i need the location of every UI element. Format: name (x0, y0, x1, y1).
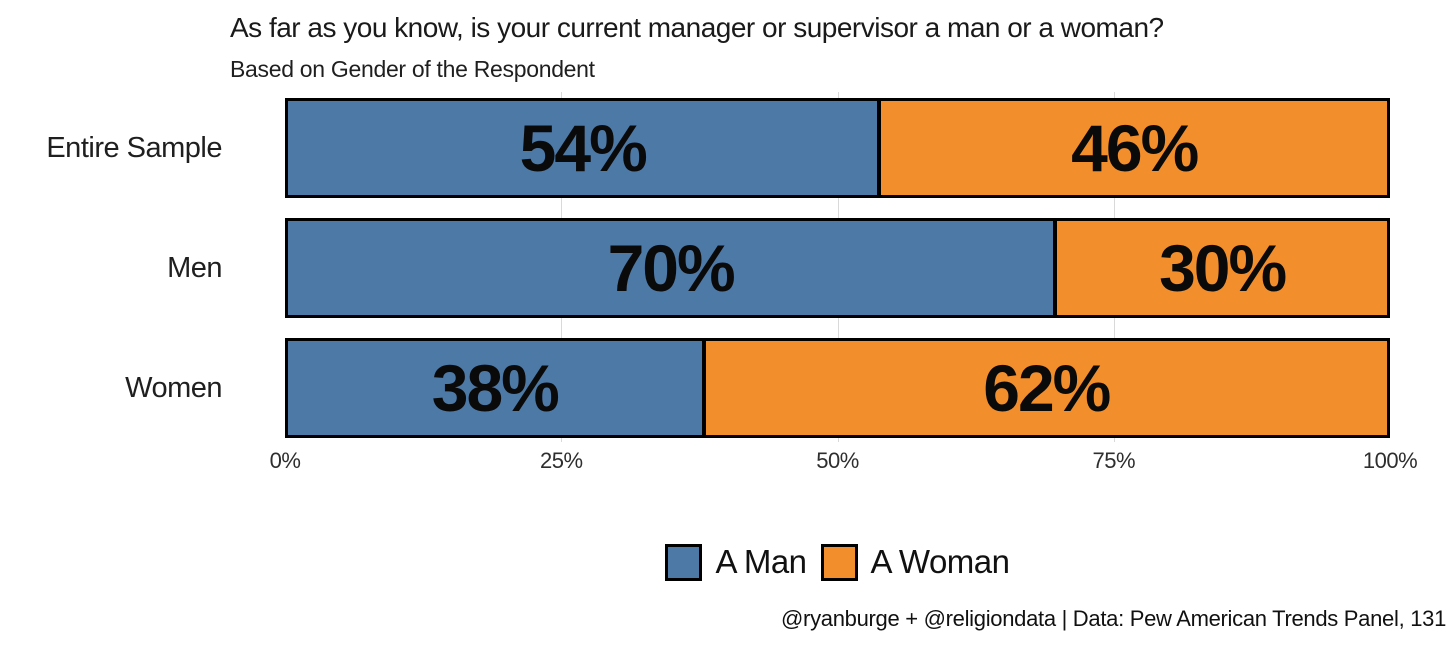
category-label-men: Men (167, 252, 222, 284)
plot-area: 54% 46% 70% 30% 38% 62% (285, 92, 1390, 442)
category-label-entire-sample: Entire Sample (46, 132, 222, 164)
attribution-caption: @ryanburge + @religiondata | Data: Pew A… (781, 606, 1446, 631)
legend-item-a-man: A Man (665, 543, 807, 581)
x-axis: 0% 25% 50% 75% 100% (270, 448, 1418, 478)
bar-women: 38% 62% (285, 338, 1390, 438)
legend-swatch-a-woman (820, 543, 858, 581)
legend-label-a-man: A Man (715, 543, 807, 580)
bar-segment-a-woman: 30% (1057, 221, 1387, 315)
bar-segment-a-man: 54% (288, 101, 882, 195)
x-tick-50: 50% (816, 448, 859, 473)
x-tick-25: 25% (539, 448, 583, 473)
value-label: 38% (431, 351, 560, 425)
value-label: 30% (1159, 231, 1287, 305)
legend-item-a-woman: A Woman (820, 543, 1010, 581)
bar-segment-a-man: 38% (288, 341, 706, 435)
bar-entire-sample: 54% 46% (285, 98, 1390, 198)
legend-swatch-a-man (665, 543, 703, 581)
chart-title: As far as you know, is your current mana… (230, 12, 1164, 43)
legend: A Man A Woman (285, 543, 1390, 581)
bar-segment-a-woman: 62% (705, 341, 1387, 435)
x-tick-0: 0% (269, 448, 301, 473)
bar-segment-a-man: 70% (288, 221, 1058, 315)
x-tick-75: 75% (1092, 448, 1136, 473)
bar-segment-a-woman: 46% (881, 101, 1387, 195)
value-label: 46% (1071, 111, 1199, 185)
value-label: 54% (519, 111, 648, 185)
bar-men: 70% 30% (285, 218, 1390, 318)
legend-label-a-woman: A Woman (870, 543, 1010, 580)
value-label: 62% (983, 351, 1111, 425)
category-label-women: Women (125, 372, 222, 404)
x-tick-100: 100% (1362, 448, 1418, 473)
value-label: 70% (607, 231, 736, 305)
chart-subtitle: Based on Gender of the Respondent (230, 56, 595, 82)
